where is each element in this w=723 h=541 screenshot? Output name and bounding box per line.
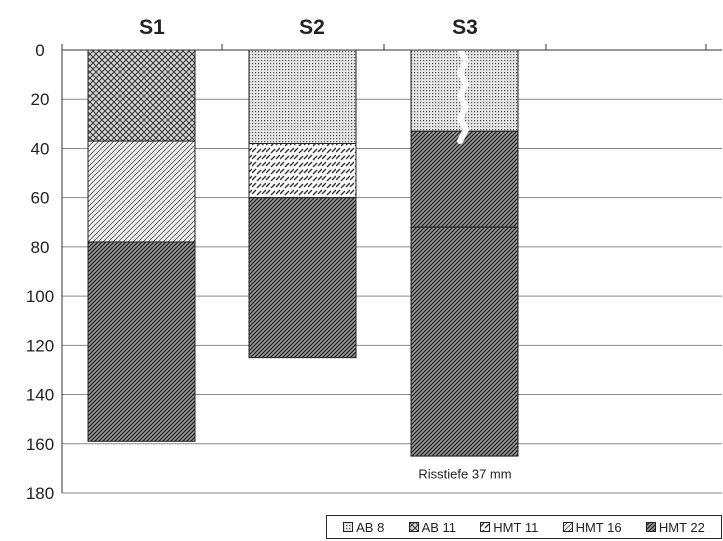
- axes: [61, 44, 722, 493]
- category-label: S3: [452, 16, 478, 39]
- y-tick-label: 100: [26, 287, 54, 306]
- legend-item: AB 8: [343, 520, 384, 535]
- bars: [87, 47, 519, 457]
- bar-segment-hmt-16: [87, 140, 196, 243]
- bar-segment-hmt-22: [410, 130, 519, 228]
- bar-segment-hmt-11: [248, 143, 357, 199]
- legend-item: HMT 11: [480, 520, 538, 535]
- category-label: S2: [299, 16, 325, 39]
- y-tick-label: 20: [31, 90, 50, 109]
- legend-label: AB 8: [356, 519, 385, 535]
- labels: 0 20 40 60 80 100 120 140 160 180 S1 S2 S3 Risstiefe …: [26, 16, 512, 503]
- legend-label: AB 11: [421, 519, 457, 535]
- crack-depth-annotation: Risstiefe 37 mm: [418, 466, 511, 481]
- category-label: S1: [139, 16, 165, 39]
- y-tick-label: 160: [26, 435, 54, 454]
- bar-segment-ab-11: [87, 49, 196, 142]
- legend-swatch: [480, 522, 491, 532]
- legend: AB 8 AB 11 HMT 11 HMT 16 HMT 22: [326, 515, 722, 539]
- y-tick-label: 120: [26, 336, 54, 355]
- legend-item: HMT 22: [645, 519, 705, 535]
- legend-label: HMT 22: [658, 519, 705, 535]
- legend-item: HMT 16: [562, 519, 622, 535]
- legend-item: AB 11: [408, 519, 457, 535]
- y-tick-label: 140: [26, 386, 54, 405]
- y-tick-label: 80: [31, 238, 50, 257]
- y-tick-label: 40: [31, 139, 50, 158]
- bar-segment-hmt-22: [248, 197, 357, 359]
- legend-swatch: [645, 522, 656, 532]
- legend-swatch: [562, 522, 573, 532]
- crack-line: [456, 47, 470, 145]
- bar-segment-ab-8: [248, 49, 357, 145]
- legend-swatch: [408, 522, 419, 532]
- y-tick-label: 60: [31, 189, 50, 208]
- y-tick-label: 180: [26, 484, 54, 503]
- legend-label: HMT 16: [575, 519, 622, 535]
- bar-segment-hmt-22: [87, 241, 196, 442]
- legend-label: HMT 11: [493, 519, 539, 535]
- legend-swatch: [343, 522, 354, 532]
- bar-segment-hmt-22: [410, 226, 519, 457]
- y-tick-label: 0: [35, 41, 44, 60]
